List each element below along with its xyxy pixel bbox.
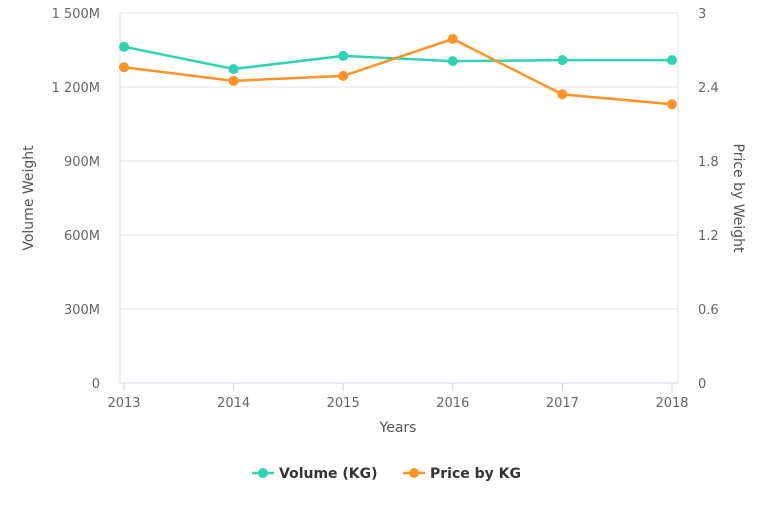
data-point <box>338 70 349 81</box>
series <box>119 33 677 110</box>
data-point <box>119 41 129 52</box>
y-right-tick-label: 1.8 <box>698 155 719 170</box>
legend: Volume (KG) Price by KG <box>252 466 521 482</box>
y-right-tick-label: 1.2 <box>698 229 719 244</box>
data-point <box>338 50 349 61</box>
axes: 0 0 300M 0.6 600M 1.2 900M 1.8 1 200M 2.4 1 500M 3 2… <box>52 7 719 411</box>
legend-label: Volume (KG) <box>279 466 378 482</box>
data-point <box>667 99 677 110</box>
y-axis-title: Volume Weight <box>21 145 37 251</box>
series-line <box>123 37 673 106</box>
data-point <box>447 56 458 67</box>
y-tick-label: 1 500M <box>52 7 100 22</box>
y-right-tick-label: 2.4 <box>698 81 719 96</box>
x-tick-label: 2014 <box>217 396 250 411</box>
x-axis-title: Years <box>379 420 417 436</box>
y-tick-label: 900M <box>64 155 100 170</box>
legend-item[interactable]: Price by KG <box>403 466 521 482</box>
data-point <box>228 75 239 86</box>
x-tick-label: 2015 <box>327 396 360 411</box>
y-tick-label: 600M <box>64 229 100 244</box>
data-point <box>447 33 458 44</box>
y-tick-label: 0 <box>92 377 100 392</box>
y-right-tick-label: 0 <box>698 377 706 392</box>
data-point <box>667 55 677 66</box>
y-right-tick-label: 3 <box>698 7 706 22</box>
data-point <box>557 89 568 100</box>
legend-label: Price by KG <box>430 466 521 482</box>
legend-marker <box>258 468 268 478</box>
x-tick-label: 2016 <box>436 396 469 411</box>
y-axis-right-title: Price by Weight <box>730 144 746 254</box>
grid <box>119 12 679 384</box>
data-point <box>557 55 568 66</box>
y-right-tick-label: 0.6 <box>698 303 719 318</box>
x-tick-label: 2018 <box>655 396 688 411</box>
plot-border <box>119 12 679 384</box>
data-point <box>228 63 239 74</box>
x-tick-label: 2013 <box>107 396 140 411</box>
y-tick-label: 1 200M <box>52 81 100 96</box>
legend-item[interactable]: Volume (KG) <box>252 466 378 482</box>
data-point <box>119 62 129 73</box>
x-tick-label: 2017 <box>546 396 579 411</box>
legend-marker <box>409 468 419 478</box>
y-tick-label: 300M <box>64 303 100 318</box>
